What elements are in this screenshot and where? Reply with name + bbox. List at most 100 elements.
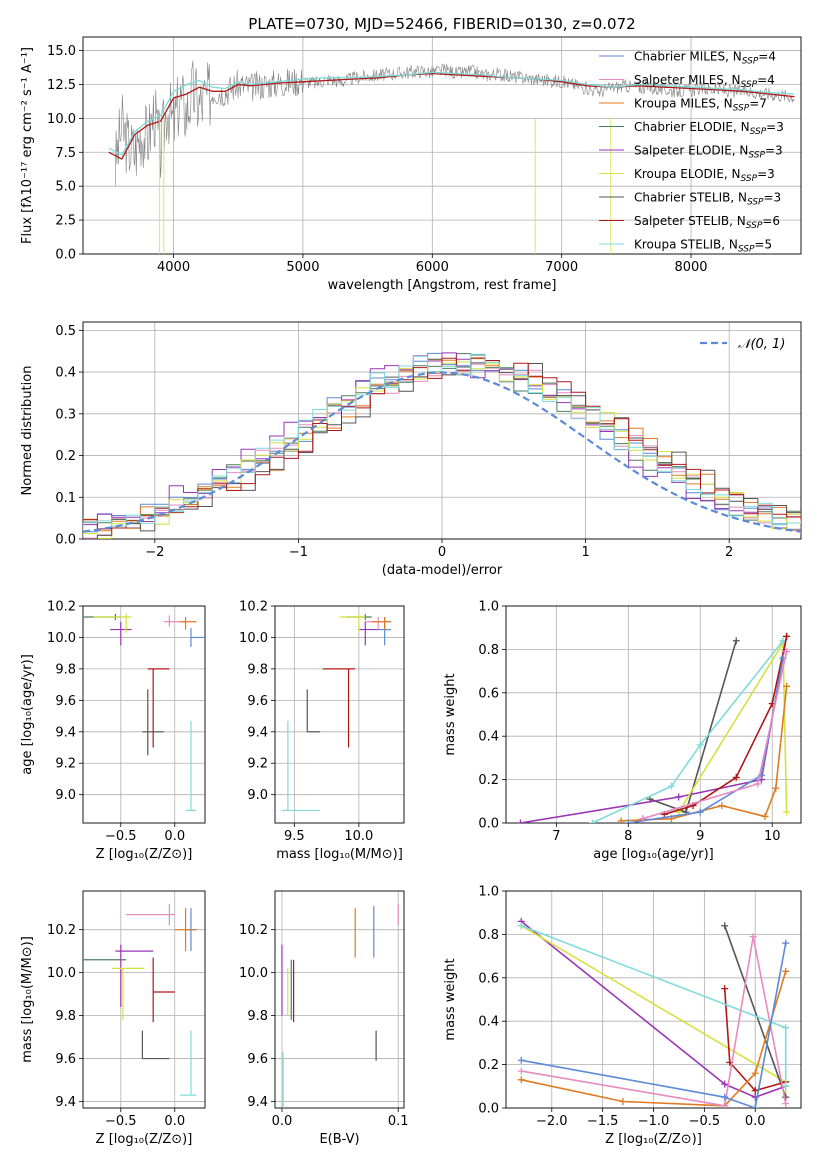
y-axis-label: mass weight bbox=[443, 673, 458, 755]
y-tick-label: 10.0 bbox=[47, 966, 76, 981]
x-tick-label: 9 bbox=[696, 829, 704, 844]
weight-marker bbox=[516, 819, 524, 823]
y-tick-label: 9.4 bbox=[55, 725, 76, 740]
weight-marker bbox=[675, 793, 683, 801]
weight-marker bbox=[721, 1102, 729, 1108]
x-axis-label: Z [log₁₀(Z/Z⊙)] bbox=[96, 1132, 193, 1147]
y-tick-label: 0.0 bbox=[55, 248, 76, 263]
legend-rest: =3 bbox=[766, 120, 784, 134]
y-tick-label: 2.5 bbox=[55, 214, 76, 229]
axes-frame bbox=[505, 890, 802, 1109]
axes-frame bbox=[82, 36, 802, 255]
legend-rest: =5 bbox=[754, 238, 772, 252]
plot-area bbox=[83, 903, 197, 1096]
y-tick-label: 10.0 bbox=[47, 631, 76, 646]
x-tick-label: 8000 bbox=[674, 260, 707, 275]
y-tick-label: 0.4 bbox=[478, 1015, 499, 1030]
legend-rest: =6 bbox=[762, 214, 780, 228]
weight-line bbox=[723, 925, 787, 1098]
legend-sub: SSP bbox=[746, 221, 763, 231]
legend-label: Chabrier ELODIE, NSSP=3 bbox=[634, 120, 784, 137]
panel-weight-age: 7 8 9 10 0.0 0.2 0.4 0.6 0.8 1.0 age [log₁₀(age/yr… bbox=[443, 600, 802, 862]
y-tick-label: 0.4 bbox=[478, 730, 499, 745]
weight-line bbox=[723, 988, 786, 1092]
weight-marker bbox=[782, 967, 790, 975]
weight-marker bbox=[617, 817, 625, 823]
legend-sub: SSP bbox=[747, 198, 764, 208]
x-axis-label: E(B-V) bbox=[319, 1132, 359, 1147]
y-tick-label: 0.0 bbox=[478, 1102, 499, 1117]
weight-marker bbox=[783, 648, 791, 656]
y-tick-label: 0.8 bbox=[478, 928, 499, 943]
y-tick-label: 9.4 bbox=[247, 1095, 268, 1110]
x-tick-label: 0.0 bbox=[164, 1114, 185, 1129]
y-tick-label: 15.0 bbox=[47, 44, 76, 59]
weight-marker bbox=[721, 985, 729, 993]
y-tick-label: 10.2 bbox=[239, 923, 268, 938]
x-tick-label: −2.0 bbox=[536, 1114, 568, 1129]
y-tick-label: 5.0 bbox=[55, 180, 76, 195]
y-tick-label: 9.6 bbox=[55, 694, 76, 709]
x-tick-label: −1.5 bbox=[587, 1114, 619, 1129]
x-axis-label: Z [log₁₀(Z/Z⊙)] bbox=[96, 847, 193, 862]
y-tick-label: 9.0 bbox=[247, 788, 268, 803]
weight-marker bbox=[751, 1069, 759, 1077]
plot-area bbox=[108, 60, 795, 254]
x-tick-label: −1 bbox=[289, 545, 308, 560]
y-tick-label: 12.5 bbox=[47, 78, 76, 93]
histogram-step bbox=[83, 353, 801, 538]
x-tick-label: −0.5 bbox=[689, 1114, 721, 1129]
x-tick-label: 0.1 bbox=[388, 1114, 409, 1129]
spectrum-data bbox=[115, 60, 795, 186]
panel-age-z: −0.5 0.0 9.0 9.2 9.4 9.6 9.8 10.0 10.2 Z [log₁₀(Z… bbox=[20, 600, 206, 862]
weight-marker bbox=[517, 1056, 525, 1064]
weight-marker bbox=[667, 782, 675, 790]
x-tick-label: 8 bbox=[624, 829, 632, 844]
y-tick-label: 9.4 bbox=[55, 1095, 76, 1110]
y-tick-label: 9.4 bbox=[247, 725, 268, 740]
weight-marker bbox=[588, 819, 596, 823]
y-axis-label: mass [log₁₀(M/M⊙)] bbox=[20, 936, 35, 1063]
x-tick-label: −0.5 bbox=[105, 1114, 137, 1129]
axes-frame bbox=[505, 605, 802, 824]
legend-rest: =3 bbox=[765, 144, 783, 158]
weight-marker bbox=[517, 1067, 525, 1075]
weight-marker bbox=[721, 1093, 729, 1101]
panel-spectrum: 4000 5000 6000 7000 8000 0.0 2.5 5.0 7.5 10.0 12.5… bbox=[20, 15, 802, 293]
axes-frame bbox=[82, 890, 206, 1109]
weight-marker bbox=[718, 802, 726, 810]
weight-marker bbox=[782, 1024, 790, 1032]
x-tick-label: 0.0 bbox=[272, 1114, 293, 1129]
y-tick-label: 0.2 bbox=[478, 1058, 499, 1073]
legend: 𝒩(0, 1) bbox=[700, 337, 785, 352]
legend-rest: =3 bbox=[757, 167, 775, 181]
x-tick-label: 2 bbox=[725, 545, 733, 560]
y-tick-label: 0.1 bbox=[55, 491, 76, 506]
axes-frame bbox=[274, 890, 405, 1109]
plot-area bbox=[83, 613, 204, 812]
legend-sub: SSP bbox=[742, 57, 759, 67]
weight-marker bbox=[517, 922, 525, 930]
y-tick-label: 10.0 bbox=[239, 631, 268, 646]
y-axis-label: age [log₁₀(age/yr)] bbox=[20, 654, 35, 775]
weight-marker bbox=[624, 819, 632, 823]
weight-marker bbox=[761, 812, 769, 820]
weight-marker bbox=[721, 922, 729, 930]
y-axis-label: Flux [fλ10⁻¹⁷ erg cm⁻² s⁻¹ A⁻¹] bbox=[20, 47, 35, 244]
panel-age-mass: 9.5 10.0 9.0 9.2 9.4 9.6 9.8 10.0 10.2 mass [log₁… bbox=[239, 600, 405, 862]
weight-marker bbox=[749, 933, 757, 941]
y-tick-label: 0.0 bbox=[55, 533, 76, 548]
y-tick-label: 0.3 bbox=[55, 407, 76, 422]
y-tick-label: 9.6 bbox=[55, 1052, 76, 1067]
weight-marker bbox=[783, 682, 791, 690]
x-tick-label: 4000 bbox=[157, 260, 190, 275]
legend-label: Kroupa STELIB, NSSP=5 bbox=[634, 238, 772, 255]
weight-marker bbox=[517, 1076, 525, 1084]
spectrum-model bbox=[108, 72, 795, 160]
legend-label: Salpeter ELODIE, NSSP=3 bbox=[634, 144, 783, 161]
panel-mass-z: −0.5 0.0 9.4 9.6 9.8 10.0 10.2 Z [log₁₀(Z/Z⊙)] m… bbox=[20, 890, 206, 1147]
y-tick-label: 0.6 bbox=[478, 686, 499, 701]
x-tick-label: 0.0 bbox=[164, 829, 185, 844]
y-tick-label: 10.0 bbox=[239, 966, 268, 981]
